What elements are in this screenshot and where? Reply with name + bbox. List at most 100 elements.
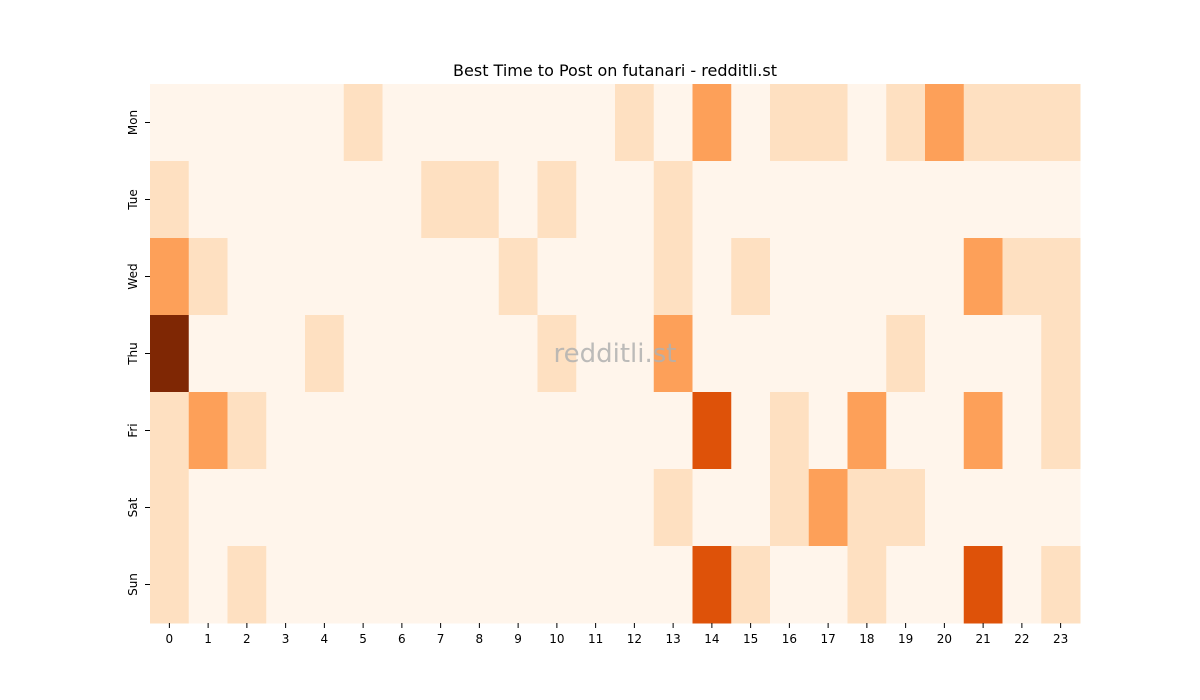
x-tick-label: 20 — [937, 632, 952, 646]
heatmap-cell-sun-10 — [537, 546, 577, 624]
heatmap-cell-wed-15 — [731, 238, 771, 316]
heatmap-cell-wed-4 — [305, 238, 345, 316]
heatmap-cell-sun-2 — [227, 546, 267, 624]
chart-title: Best Time to Post on futanari - redditli… — [453, 61, 777, 80]
heatmap-cell-thu-22 — [1002, 315, 1042, 393]
y-tick-label: Tue — [126, 189, 140, 211]
heatmap-cell-sun-3 — [266, 546, 306, 624]
heatmap-cell-tue-3 — [266, 161, 306, 239]
heatmap-cell-fri-0 — [150, 392, 190, 470]
x-tick-label: 6 — [398, 632, 406, 646]
heatmap-cell-wed-6 — [382, 238, 422, 316]
heatmap-cell-thu-13 — [653, 315, 693, 393]
heatmap-cell-wed-19 — [886, 238, 926, 316]
heatmap-cell-wed-11 — [576, 238, 616, 316]
heatmap-cell-tue-0 — [150, 161, 190, 239]
heatmap-cell-wed-8 — [460, 238, 500, 316]
heatmap-cell-tue-19 — [886, 161, 926, 239]
heatmap-cell-fri-11 — [576, 392, 616, 470]
x-tick-label: 10 — [549, 632, 564, 646]
heatmap-cell-mon-4 — [305, 84, 345, 162]
watermark-text: redditli.st — [554, 339, 677, 369]
heatmap-cell-mon-17 — [808, 84, 848, 162]
y-tick-label: Sun — [126, 573, 140, 596]
x-tick-label: 15 — [743, 632, 758, 646]
heatmap-cell-sat-12 — [615, 469, 655, 547]
heatmap-cell-sat-8 — [460, 469, 500, 547]
heatmap-cell-tue-16 — [770, 161, 810, 239]
heatmap-cell-wed-2 — [227, 238, 267, 316]
heatmap-cell-fri-1 — [188, 392, 228, 470]
heatmap-cell-wed-22 — [1002, 238, 1042, 316]
x-tick-label: 3 — [282, 632, 290, 646]
heatmap-cell-tue-20 — [925, 161, 965, 239]
heatmap-cell-thu-8 — [460, 315, 500, 393]
heatmap-cell-tue-14 — [692, 161, 732, 239]
x-tick-label: 17 — [820, 632, 835, 646]
heatmap-cell-tue-9 — [498, 161, 538, 239]
heatmap-cell-tue-15 — [731, 161, 771, 239]
heatmap-cell-tue-22 — [1002, 161, 1042, 239]
heatmap-cell-wed-23 — [1041, 238, 1081, 316]
heatmap-cell-tue-17 — [808, 161, 848, 239]
heatmap-cell-thu-16 — [770, 315, 810, 393]
x-tick-label: 11 — [588, 632, 603, 646]
heatmap-cell-thu-15 — [731, 315, 771, 393]
heatmap-cell-fri-7 — [421, 392, 461, 470]
heatmap-cell-thu-1 — [188, 315, 228, 393]
heatmap-cell-sat-4 — [305, 469, 345, 547]
heatmap-cell-sat-2 — [227, 469, 267, 547]
heatmap-cell-fri-17 — [808, 392, 848, 470]
heatmap-cell-sat-23 — [1041, 469, 1081, 547]
heatmap-cell-fri-12 — [615, 392, 655, 470]
x-axis: 0 1 2 3 4 5 6 7 8 9 10 11 12 13 14 15 16 17 18 19 20 21 22 23 — [166, 623, 1068, 646]
heatmap-cell-wed-13 — [653, 238, 693, 316]
heatmap-cell-fri-6 — [382, 392, 422, 470]
heatmap-cell-sun-22 — [1002, 546, 1042, 624]
heatmap-cell-wed-18 — [847, 238, 887, 316]
heatmap-cell-mon-14 — [692, 84, 732, 162]
heatmap-cell-mon-10 — [537, 84, 577, 162]
heatmap-cell-sun-7 — [421, 546, 461, 624]
heatmap-cell-thu-4 — [305, 315, 345, 393]
heatmap-cell-fri-16 — [770, 392, 810, 470]
heatmap-cell-fri-15 — [731, 392, 771, 470]
x-tick-label: 9 — [514, 632, 522, 646]
heatmap-cell-mon-19 — [886, 84, 926, 162]
heatmap-cell-tue-1 — [188, 161, 228, 239]
heatmap-cell-sat-19 — [886, 469, 926, 547]
heatmap-cell-fri-2 — [227, 392, 267, 470]
heatmap-cell-wed-17 — [808, 238, 848, 316]
heatmap-cell-wed-9 — [498, 238, 538, 316]
heatmap-cell-fri-20 — [925, 392, 965, 470]
x-tick-label: 7 — [437, 632, 445, 646]
heatmap-cell-mon-20 — [925, 84, 965, 162]
heatmap-cell-sun-9 — [498, 546, 538, 624]
heatmap-cell-sun-13 — [653, 546, 693, 624]
heatmap-cell-wed-21 — [963, 238, 1003, 316]
heatmap-cell-fri-10 — [537, 392, 577, 470]
heatmap-cell-tue-6 — [382, 161, 422, 239]
heatmap-cell-wed-0 — [150, 238, 190, 316]
x-tick-label: 12 — [627, 632, 642, 646]
heatmap-cells — [150, 84, 1081, 624]
y-tick-label: Fri — [126, 423, 140, 437]
heatmap-cell-tue-4 — [305, 161, 345, 239]
heatmap-cell-thu-11 — [576, 315, 616, 393]
heatmap-cell-mon-2 — [227, 84, 267, 162]
heatmap-cell-sun-5 — [343, 546, 383, 624]
heatmap-cell-sun-1 — [188, 546, 228, 624]
heatmap-cell-fri-18 — [847, 392, 887, 470]
heatmap-cell-thu-20 — [925, 315, 965, 393]
heatmap-cell-thu-21 — [963, 315, 1003, 393]
heatmap-cell-sun-15 — [731, 546, 771, 624]
x-tick-label: 8 — [476, 632, 484, 646]
heatmap-cell-fri-13 — [653, 392, 693, 470]
heatmap-cell-sun-16 — [770, 546, 810, 624]
x-tick-label: 16 — [782, 632, 797, 646]
heatmap-cell-fri-23 — [1041, 392, 1081, 470]
heatmap-cell-sat-18 — [847, 469, 887, 547]
heatmap-cell-wed-3 — [266, 238, 306, 316]
heatmap-cell-mon-15 — [731, 84, 771, 162]
